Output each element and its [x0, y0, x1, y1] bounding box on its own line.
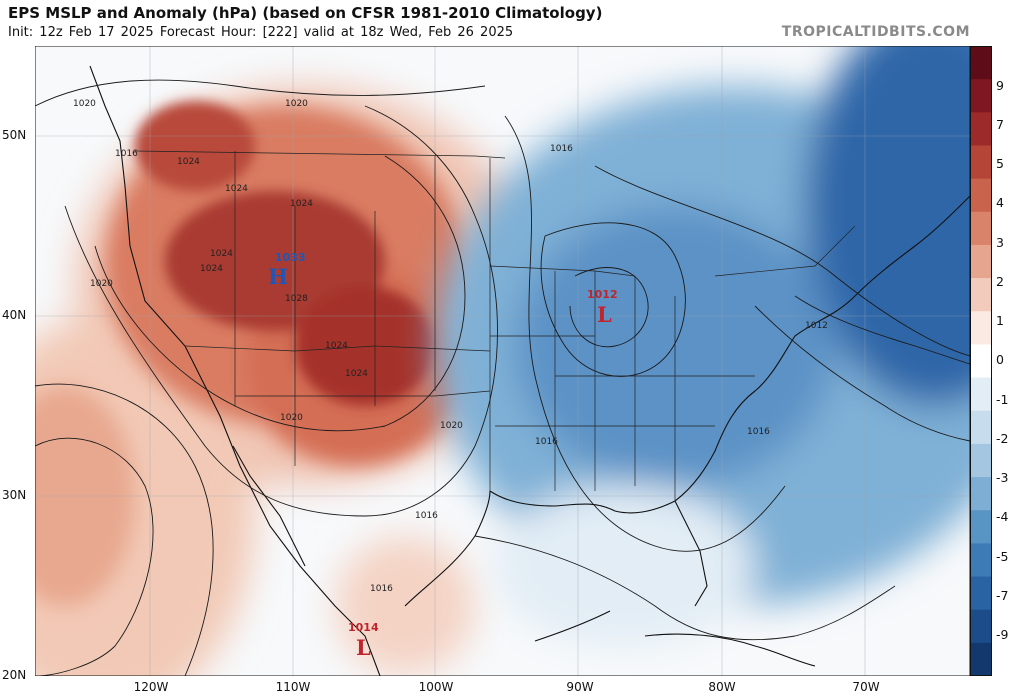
- colorbar-cell: [970, 609, 992, 644]
- isobar-label: 1020: [73, 99, 96, 109]
- colorbar-label: 9: [996, 78, 1004, 93]
- colorbar-label: -3: [996, 470, 1009, 485]
- low-pressure-letter: L: [597, 302, 612, 327]
- low-pressure-value: 1012: [587, 288, 618, 301]
- coastlines: [89, 65, 970, 676]
- colorbar-cell: [970, 543, 992, 578]
- isobars: [35, 79, 970, 676]
- high-pressure-value: 1033: [275, 251, 306, 264]
- isobar-label: 1024: [200, 264, 223, 274]
- isobar-label: 1016: [415, 511, 438, 521]
- chart-subtitle: Init: 12z Feb 17 2025 Forecast Hour: [22…: [8, 25, 514, 40]
- colorbar-cell: [970, 244, 992, 279]
- high-pressure-center: 1033 H: [268, 251, 306, 289]
- isobar-label: 1024: [325, 341, 348, 351]
- colorbar-label: 3: [996, 235, 1004, 250]
- colorbar-cell: [970, 510, 992, 544]
- isobar-label: 1020: [90, 279, 113, 289]
- colorbar-label: 7: [996, 117, 1004, 132]
- isobar-label: 1024: [345, 369, 368, 379]
- colorbar-cell: [970, 178, 992, 213]
- isobar-label: 1024: [225, 184, 248, 194]
- colorbar: [970, 46, 992, 676]
- colorbar-label: 5: [996, 156, 1004, 171]
- isobar-label: 1028: [285, 294, 308, 304]
- low-pressure-letter: L: [356, 635, 371, 660]
- isobar-label: 1016: [550, 144, 573, 154]
- colorbar-cell: [970, 576, 992, 611]
- colorbar-cell: [970, 211, 992, 246]
- isobar-label: 1020: [440, 421, 463, 431]
- colorbar-label: -7: [996, 588, 1009, 603]
- colorbar-cell: [970, 377, 992, 412]
- colorbar-label: -9: [996, 627, 1009, 642]
- lon-label: 80W: [708, 680, 736, 694]
- isobar-label: 1020: [285, 99, 308, 109]
- colorbar-cell: [970, 79, 992, 113]
- colorbar-label: 1: [996, 313, 1004, 328]
- colorbar-label: 4: [996, 195, 1004, 210]
- colorbar-cell: [970, 410, 992, 445]
- colorbar-cell: [970, 311, 992, 345]
- lat-label: 30N: [2, 488, 27, 502]
- colorbar-cell: [970, 477, 992, 511]
- state-borders: [134, 150, 856, 501]
- colorbar-label: 2: [996, 274, 1004, 289]
- peak-positive-anomaly: [135, 101, 435, 406]
- lat-label: 40N: [2, 308, 27, 322]
- colorbar-cell: [970, 145, 992, 180]
- low-pressure-value: 1014: [348, 621, 379, 634]
- colorbar-label: -1: [996, 392, 1009, 407]
- site-brand: TROPICALTIDBITS.COM: [781, 24, 970, 40]
- colorbar-cell: [970, 112, 992, 146]
- colorbar-cell: [970, 46, 992, 80]
- isobar-label: 1016: [747, 427, 770, 437]
- colorbar-label: -4: [996, 509, 1009, 524]
- lon-label: 110W: [275, 680, 311, 694]
- lon-label: 120W: [133, 680, 169, 694]
- lon-label: 100W: [418, 680, 454, 694]
- colorbar-label: 0: [996, 352, 1004, 367]
- colorbar-cell: [970, 443, 992, 478]
- colorbar-cell: [970, 344, 992, 379]
- colorbar-label: -2: [996, 431, 1009, 446]
- colorbar-cell: [970, 642, 992, 676]
- isobar-label: 1016: [370, 584, 393, 594]
- colorbar-label: -5: [996, 549, 1009, 564]
- high-pressure-letter: H: [268, 264, 288, 289]
- isobar-label: 1024: [177, 157, 200, 167]
- colorbar-cell: [970, 278, 992, 312]
- lon-label: 90W: [566, 680, 594, 694]
- isobar-label: 1016: [115, 149, 138, 159]
- isobar-label: 1020: [280, 413, 303, 423]
- isobar-label: 1012: [805, 321, 828, 331]
- isobar-label: 1024: [290, 199, 313, 209]
- lat-label: 50N: [2, 128, 27, 142]
- isobar-label: 1024: [210, 249, 233, 259]
- lat-label: 20N: [2, 668, 27, 682]
- isobar-labels: 1020 1016 1020 1024 1024 1024 1024 1024 …: [73, 99, 828, 594]
- lon-label: 70W: [852, 680, 880, 694]
- mslp-anomaly-map: 1020 1016 1020 1024 1024 1024 1024 1024 …: [35, 46, 970, 676]
- low-pressure-center: 1012 L: [587, 288, 618, 327]
- low-pressure-center: 1014 L: [348, 621, 379, 660]
- chart-title: EPS MSLP and Anomaly (hPa) (based on CFS…: [8, 4, 603, 22]
- isobar-label: 1016: [535, 437, 558, 447]
